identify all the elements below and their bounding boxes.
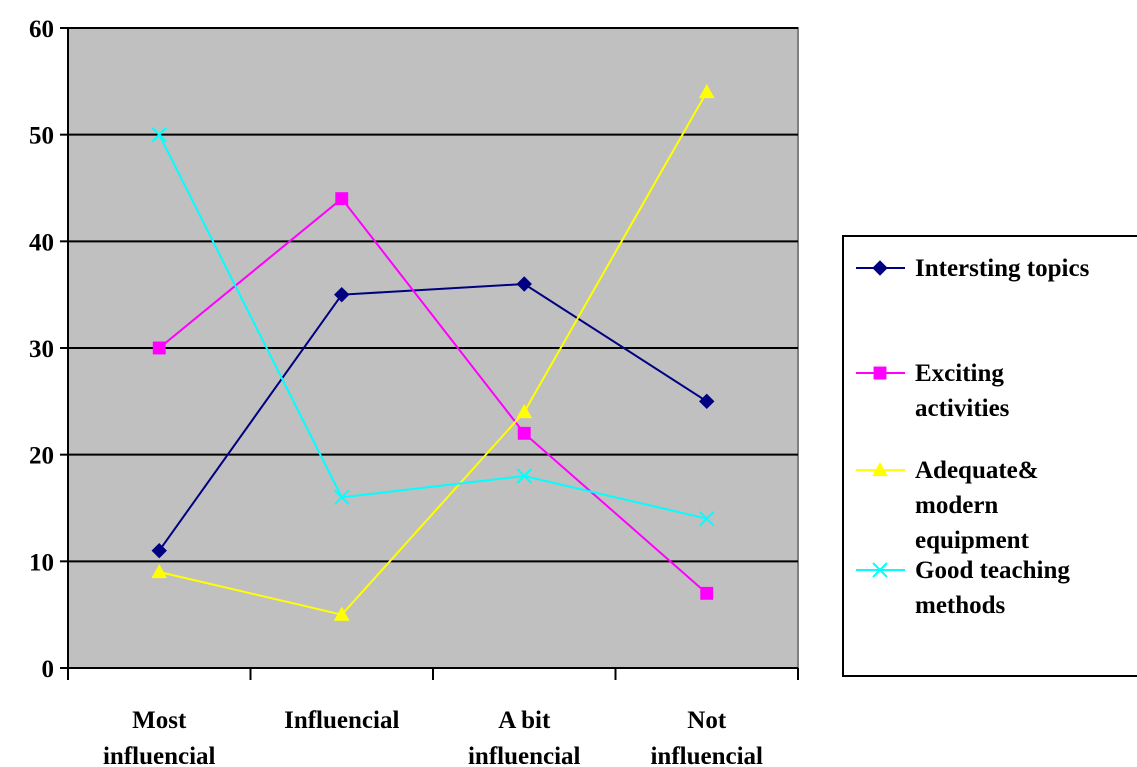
- series-line: [159, 91, 708, 616]
- x-category-label-line: influencial: [468, 743, 581, 767]
- legend-label: Intersting topics: [915, 255, 1090, 282]
- axes: 0 10 20 30 40 50 60 Most influencial Influencial A…: [29, 16, 799, 767]
- x-marker: [334, 489, 350, 506]
- legend-entry: Adequate& modern equipment: [856, 457, 1039, 554]
- x-marker: [699, 510, 715, 527]
- data-point: [516, 468, 532, 484]
- data-point: [152, 341, 166, 355]
- x-category-label-line: Most: [132, 707, 187, 734]
- x-category-label: A bit influencial: [468, 707, 581, 767]
- data-point: [699, 510, 715, 527]
- data-point: [517, 426, 531, 440]
- data-point: [151, 126, 167, 143]
- data-point: [333, 606, 350, 621]
- x-category-label-line: Influencial: [284, 707, 399, 734]
- square-marker: [335, 192, 349, 206]
- diamond-marker: [516, 276, 532, 292]
- x-marker-stroke: [516, 468, 532, 484]
- y-tick-label: 0: [42, 656, 55, 683]
- series-3: [151, 83, 715, 621]
- series-2: [152, 192, 714, 600]
- x-category-label-line: Not: [687, 707, 727, 734]
- x-category-label-line: influencial: [650, 743, 763, 767]
- square-marker: [152, 341, 166, 355]
- data-point: [516, 403, 533, 419]
- plot-area: [67, 27, 799, 669]
- legend-label-line: modern: [915, 492, 998, 519]
- data-point: [335, 192, 349, 206]
- diamond-marker: [699, 393, 715, 410]
- triangle-marker: [872, 461, 888, 477]
- series-1: [151, 276, 715, 559]
- x-marker-stroke: [872, 562, 888, 578]
- legend-label-line: equipment: [915, 527, 1030, 554]
- data-point: [151, 542, 167, 559]
- x-category-label-line: influencial: [103, 743, 216, 767]
- data-point: [700, 586, 714, 600]
- y-tick-label: 10: [29, 549, 54, 576]
- data-point: [698, 83, 715, 99]
- legend-entry: Good teaching methods: [856, 557, 1070, 619]
- legend: Intersting topics Exciting activities Adequ…: [842, 235, 1137, 677]
- x-marker: [516, 468, 532, 484]
- series-line: [158, 282, 708, 552]
- x-marker: [872, 562, 888, 578]
- legend-entry: Intersting topics: [856, 255, 1090, 282]
- legend-label-line: Exciting: [915, 360, 1004, 387]
- data-point: [334, 286, 350, 303]
- square-marker: [873, 366, 887, 380]
- data-point: [334, 489, 350, 506]
- triangle-marker: [151, 563, 168, 579]
- data-point: [699, 393, 715, 410]
- x-marker-stroke: [699, 510, 715, 527]
- legend-entry: Exciting activities: [856, 360, 1010, 422]
- data-point: [516, 276, 532, 292]
- legend-box: [842, 235, 1137, 677]
- legend-label-line: activities: [915, 395, 1010, 422]
- x-category-label: Influencial: [284, 707, 399, 734]
- series-line: [158, 134, 707, 520]
- legend-label-line: methods: [915, 592, 1006, 619]
- y-tick-label: 50: [29, 123, 54, 150]
- square-marker: [700, 586, 714, 600]
- legend-label: Exciting activities: [915, 360, 1010, 422]
- legend-label-line: Adequate&: [915, 457, 1039, 484]
- y-tick-label: 60: [29, 16, 54, 43]
- diamond-marker: [872, 260, 888, 276]
- x-category-label: Most influencial: [103, 707, 216, 767]
- data-point: [151, 563, 168, 579]
- x-marker-stroke: [334, 489, 350, 506]
- triangle-marker: [516, 403, 533, 419]
- series-4: [151, 126, 715, 527]
- diamond-marker: [334, 286, 350, 303]
- x-category-label-line: A bit: [498, 707, 551, 734]
- y-tick-label: 30: [29, 336, 54, 363]
- x-marker: [151, 126, 167, 143]
- series-line: [158, 197, 708, 595]
- y-tick-label: 40: [29, 229, 54, 256]
- y-tick-label: 20: [29, 443, 54, 470]
- x-category-label: Not influencial: [650, 707, 763, 767]
- triangle-marker: [333, 606, 350, 621]
- diamond-marker: [151, 542, 167, 559]
- legend-label-line: Good teaching: [915, 557, 1070, 584]
- series-group: [151, 83, 715, 621]
- triangle-marker: [698, 83, 715, 99]
- legend-label-line: Intersting topics: [915, 255, 1090, 282]
- square-marker: [517, 426, 531, 440]
- legend-label: Adequate& modern equipment: [915, 457, 1039, 554]
- x-marker-stroke: [151, 126, 167, 143]
- legend-label: Good teaching methods: [915, 557, 1070, 619]
